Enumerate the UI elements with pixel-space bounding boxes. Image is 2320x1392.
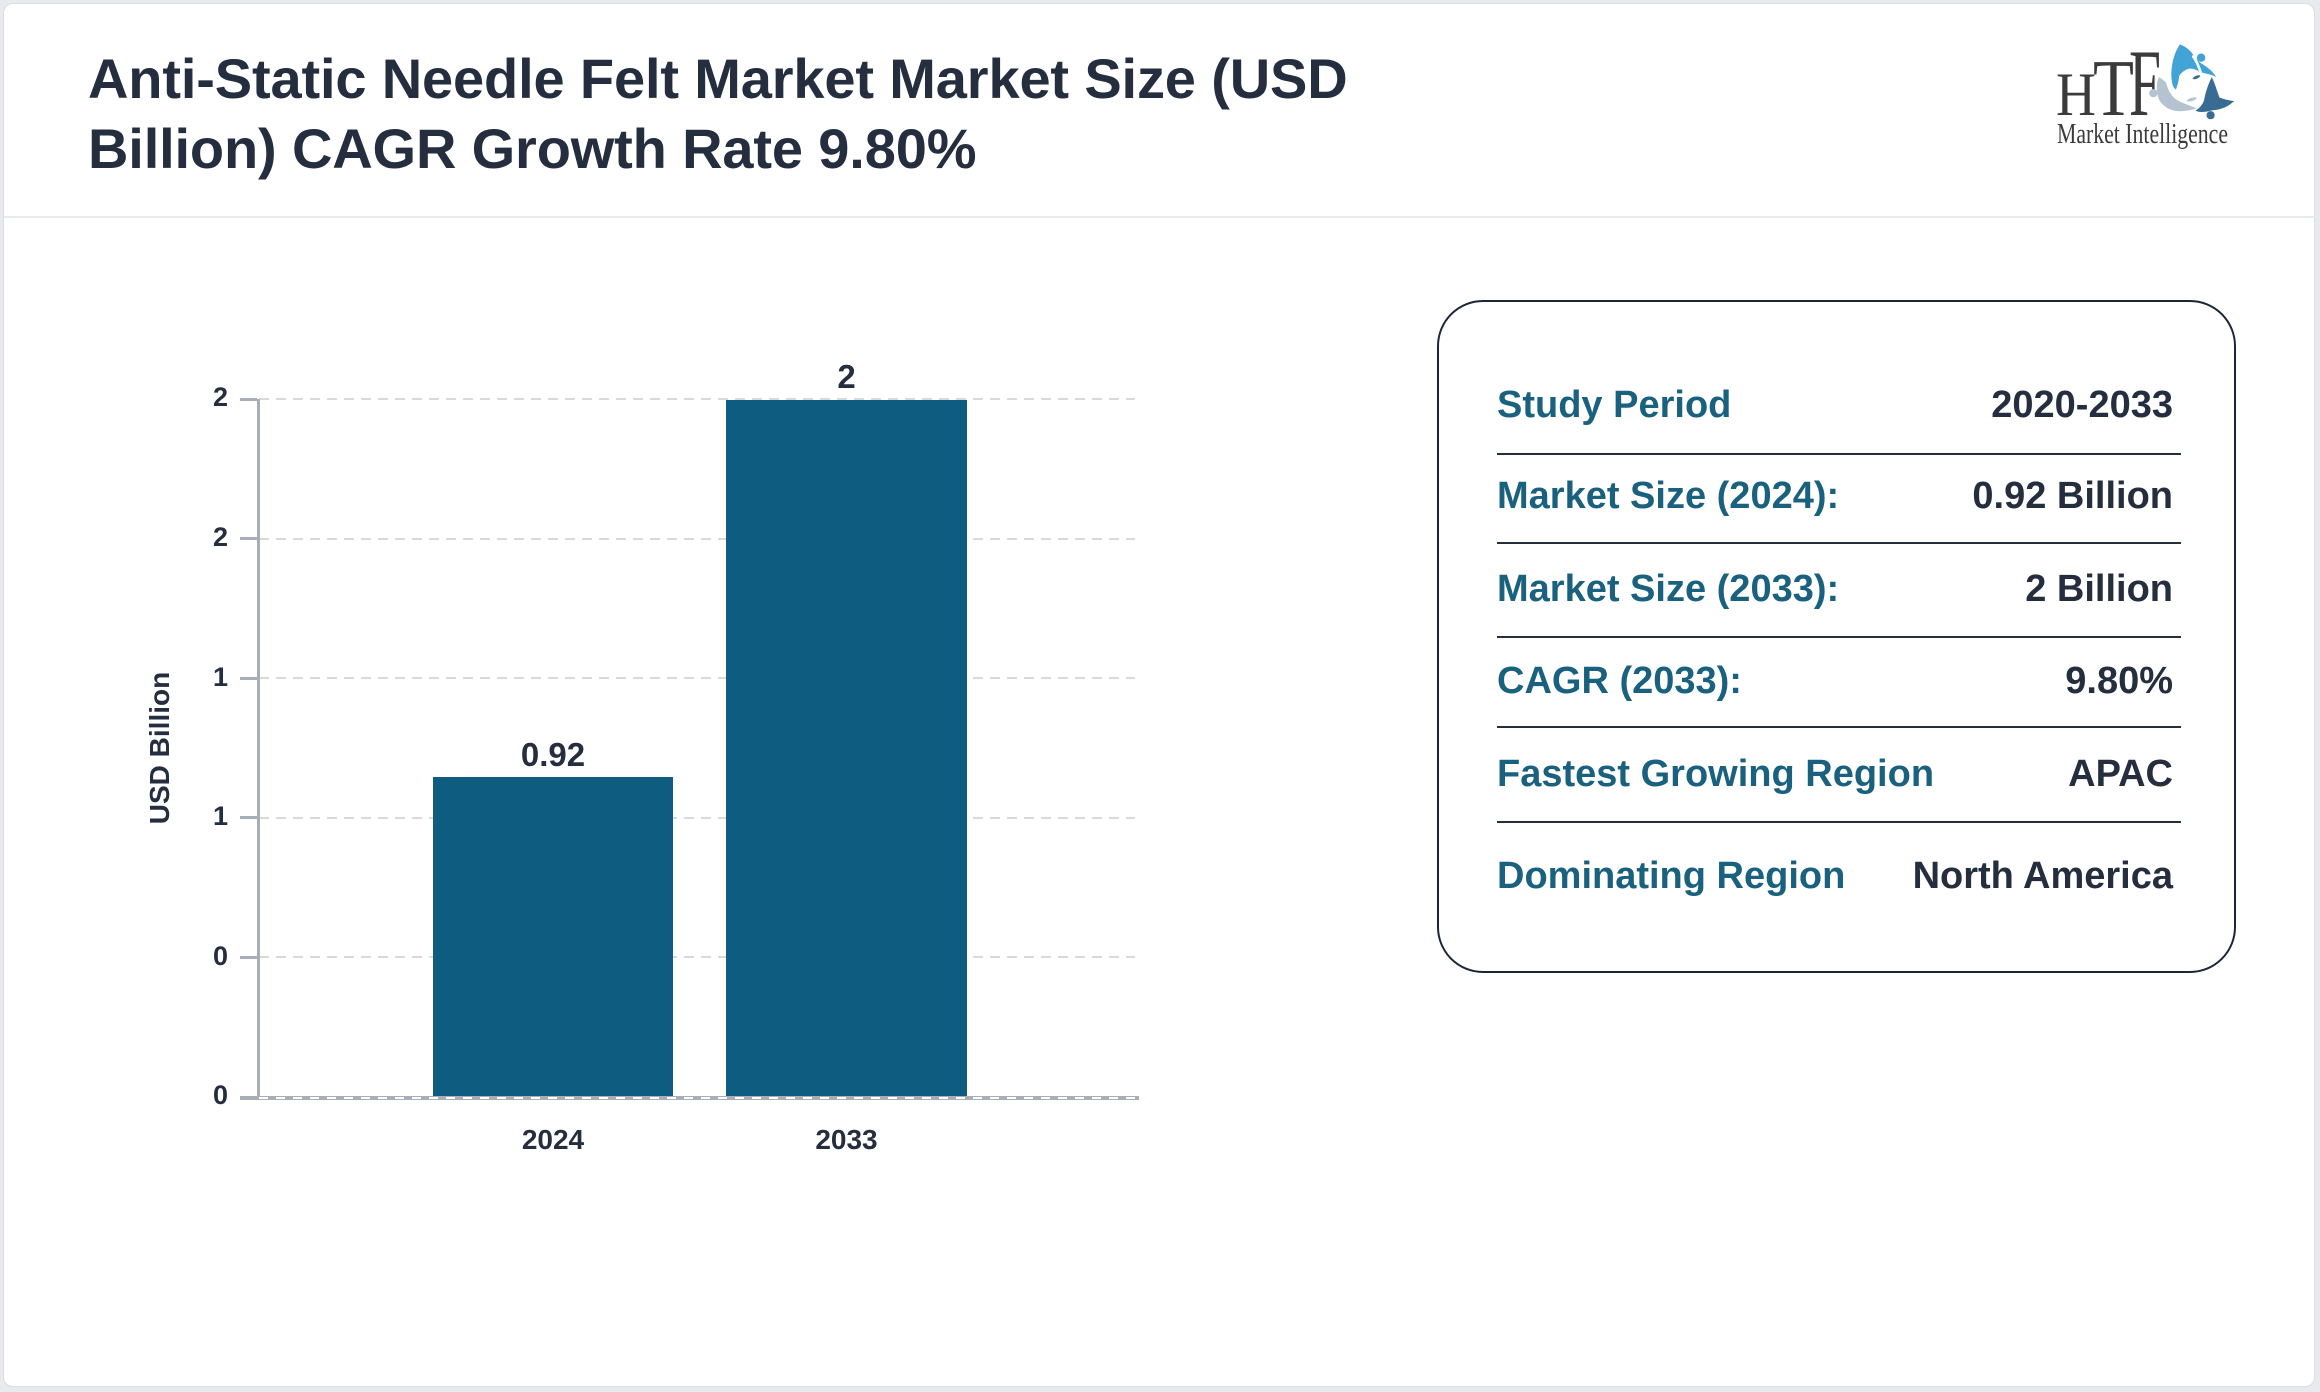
svg-text:F: F	[2129, 30, 2161, 136]
svg-text:Market Intelligence: Market Intelligence	[2057, 118, 2228, 150]
svg-text:T: T	[2093, 45, 2134, 133]
svg-text:H: H	[2056, 62, 2096, 129]
